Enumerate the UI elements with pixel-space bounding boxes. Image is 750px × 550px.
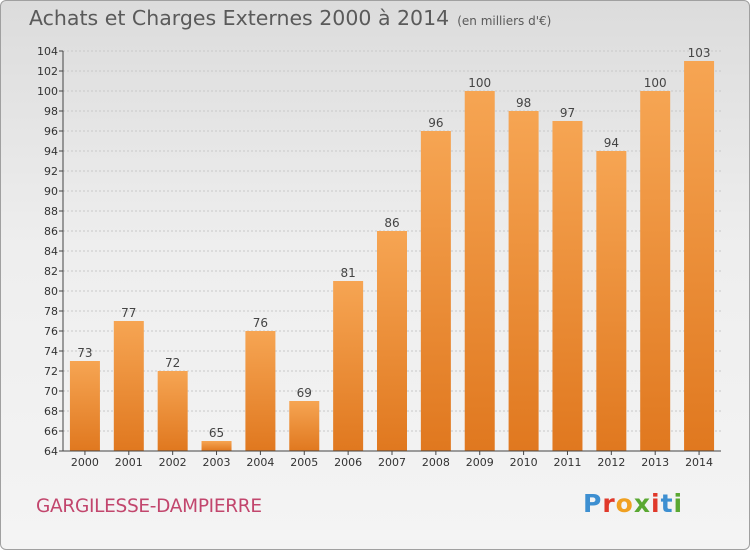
x-tick-label: 2006 <box>334 456 362 469</box>
logo-letter: i <box>651 489 661 518</box>
proxiti-logo: Proxiti <box>583 489 683 518</box>
y-tick-label: 80 <box>44 285 58 298</box>
logo-letter: t <box>660 489 674 518</box>
y-tick-label: 82 <box>44 265 58 278</box>
data-label: 96 <box>428 116 443 130</box>
data-label: 86 <box>384 216 399 230</box>
data-label: 100 <box>644 76 667 90</box>
y-tick-label: 64 <box>44 445 58 458</box>
bar <box>420 131 451 451</box>
y-tick-label: 102 <box>37 65 58 78</box>
x-tick-label: 2003 <box>203 456 231 469</box>
data-label: 69 <box>297 386 312 400</box>
data-label: 100 <box>468 76 491 90</box>
logo-letter: o <box>615 489 634 518</box>
x-tick-label: 2009 <box>466 456 494 469</box>
logo-letter: i <box>673 489 684 518</box>
data-label: 97 <box>560 106 575 120</box>
x-tick-label: 2011 <box>553 456 581 469</box>
bar <box>113 321 144 451</box>
bar <box>552 121 583 451</box>
logo-letter: x <box>633 489 651 518</box>
bar <box>245 331 276 451</box>
x-tick-label: 2007 <box>378 456 406 469</box>
data-label: 94 <box>604 136 619 150</box>
y-tick-label: 100 <box>37 85 58 98</box>
chart-subtitle: (en milliers d'€) <box>457 14 552 28</box>
data-label: 81 <box>340 266 355 280</box>
axes: 64 66 68 70 72 74 76 78 80 82 84 86 88 90 92 94 96 98 100 1… <box>37 45 721 469</box>
y-tick-label: 90 <box>44 185 58 198</box>
data-label: 103 <box>688 46 711 60</box>
data-label: 72 <box>165 356 180 370</box>
bar <box>377 231 407 451</box>
bar <box>508 111 539 451</box>
y-tick-label: 66 <box>44 425 58 438</box>
y-tick-label: 104 <box>37 45 58 58</box>
y-tick-label: 84 <box>44 245 58 258</box>
x-tick-label: 2002 <box>159 456 187 469</box>
x-tick-label: 2010 <box>510 456 538 469</box>
y-tick-label: 88 <box>44 205 58 218</box>
bar <box>464 91 495 451</box>
bar <box>289 401 320 451</box>
bars <box>69 61 715 451</box>
x-tick-label: 2001 <box>115 456 143 469</box>
data-label: 65 <box>209 426 224 440</box>
y-tick-label: 76 <box>44 325 58 338</box>
commune-name: GARGILESSE-DAMPIERRE <box>36 496 262 517</box>
y-tick-label: 78 <box>44 305 58 318</box>
y-tick-label: 72 <box>44 365 58 378</box>
chart-title-text: Achats et Charges Externes 2000 à 2014 <box>29 6 450 30</box>
y-tick-label: 74 <box>44 345 58 358</box>
logo-letter: r <box>602 489 616 518</box>
x-tick-label: 2000 <box>71 456 99 469</box>
y-tick-label: 96 <box>44 125 58 138</box>
bar <box>201 441 232 451</box>
data-label: 77 <box>121 306 136 320</box>
data-labels: 73 77 72 65 76 69 81 86 96 100 98 97 94 100 103 <box>77 46 710 440</box>
data-label: 98 <box>516 96 531 110</box>
x-tick-label: 2004 <box>246 456 274 469</box>
bar <box>640 91 671 451</box>
logo-letter: P <box>583 489 603 518</box>
y-tick-label: 70 <box>44 385 58 398</box>
x-tick-label: 2014 <box>685 456 713 469</box>
data-label: 76 <box>253 316 268 330</box>
bar <box>596 151 627 451</box>
y-tick-label: 86 <box>44 225 58 238</box>
bar <box>69 361 100 451</box>
bar <box>157 371 188 451</box>
y-tick-label: 92 <box>44 165 58 178</box>
y-tick-label: 98 <box>44 105 58 118</box>
x-tick-label: 2012 <box>597 456 625 469</box>
data-label: 73 <box>77 346 92 360</box>
x-tick-label: 2005 <box>290 456 318 469</box>
x-tick-label: 2013 <box>641 456 669 469</box>
bar <box>684 61 715 451</box>
y-tick-label: 94 <box>44 145 58 158</box>
chart-title: Achats et Charges Externes 2000 à 2014 (e… <box>29 6 551 30</box>
x-tick-label: 2008 <box>422 456 450 469</box>
bar <box>333 281 364 451</box>
y-tick-label: 68 <box>44 405 58 418</box>
